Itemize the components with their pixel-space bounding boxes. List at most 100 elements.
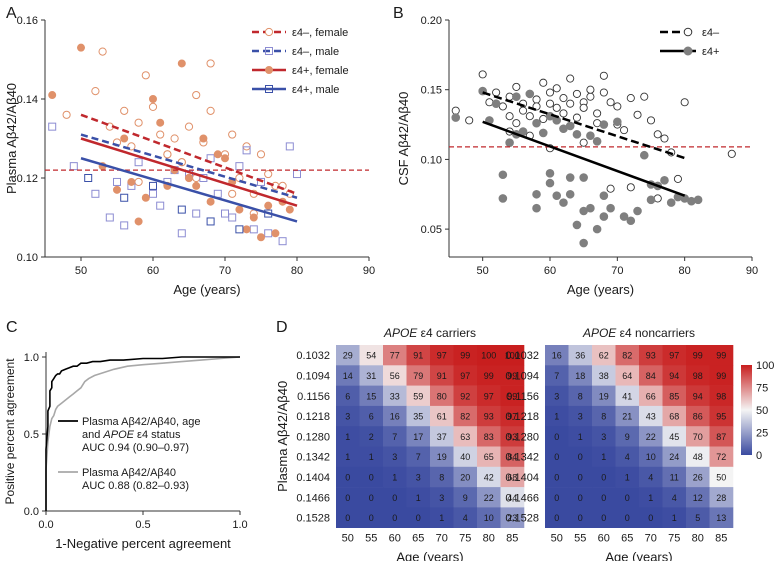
panel-d-cell-label: 33 [390,391,400,401]
panel-a-point [98,47,107,56]
panel-d-cell-label: 16 [552,351,562,361]
panel-d-cell-label: 99 [507,391,517,401]
panel-b-point [619,212,629,221]
panel-b-point [606,184,615,193]
panel-d-cell-label: 1 [369,452,374,462]
panel-d-cell-label: 5 [695,513,700,523]
panel-b-point [532,189,541,199]
panel-d-cell [336,446,360,468]
panel-d-cell-label: 99 [716,351,726,361]
panel-d-x-tick-label: 80 [483,533,495,545]
panel-b-point [640,92,649,101]
panel-d-cell-label: 0 [625,493,630,503]
panel-d-y-label: Plasma Aβ42/Aβ40 [275,381,290,492]
panel-d-cell-label: 3 [392,452,397,462]
panel-d-cell [383,365,407,386]
panel-b-point [626,216,636,226]
panel-a-point [177,229,186,238]
panel-d-cell [568,487,593,508]
panel-b-point [633,110,642,119]
panel-d-cell-label: 31 [366,371,376,381]
panel-d-cell-label: 37 [437,432,447,442]
panel-d-cell-label: 6 [369,412,374,422]
panel-d-cell-label: 17 [413,432,423,442]
panel-d-cell [592,345,616,366]
panel-d-cell [639,426,663,447]
panel-b-point [586,131,595,141]
panel-b-x-tick-label: 80 [679,265,691,277]
panel-d-cell-label: 0 [392,493,397,503]
panel-d-cell-label: 0 [601,472,606,482]
panel-d-cell [615,487,640,508]
panel-b-point [545,178,555,188]
panel-d-cell-label: 0 [369,472,374,482]
panel-d-cell-label: 4 [648,472,653,482]
panel-a-legend-label: ε4+, female [292,65,349,77]
panel-c-y-label: Positive percent agreement [3,358,17,505]
panel-a-y-tick-label: 0.16 [17,15,38,27]
panel-d-cell-label: 2 [369,432,374,442]
panel-b-x-tick-label: 50 [477,265,489,277]
panel-d-cell [639,487,663,508]
panel-d-cell [383,426,407,447]
panel-d-cell [568,426,593,447]
panel-a-point [285,142,294,151]
panel-d-cell [709,446,734,468]
panel-d-cell-label: 0 [392,513,397,523]
panel-a-point [177,205,186,214]
panel-d-cell-label: 3 [578,412,583,422]
panel-b-point [538,128,548,138]
panel-d-cell [662,446,687,468]
panel-b-point [660,134,669,143]
panel-d-cell [709,345,734,366]
panel-d-cell-label: 0 [554,513,559,523]
panel-c-legend-label: and APOE ε4 status [82,429,181,441]
panel-d-colorbar-tick: 0 [756,450,762,462]
panel-c-legend-label: AUC 0.88 (0.82–0.93) [82,480,189,492]
panel-d-cell-label: 50 [716,472,726,482]
panel-d-cell-label: 4 [672,493,677,503]
panel-d-cell [500,385,525,407]
panel-b-point [512,92,521,101]
panel-b-point [566,99,575,108]
panel-d-cell-label: 97 [460,371,470,381]
panel-d-cell [383,507,407,528]
panel-b-legend-marker [683,46,693,56]
panel-a-point [278,237,287,246]
panel-d-x-tick-label: 70 [645,533,657,545]
panel-d-x-tick-label: 85 [506,533,518,545]
panel-b-x-tick-label: 60 [544,265,556,277]
panel-a-point [206,59,215,68]
panel-d-cell-label: 70 [693,432,703,442]
panel-d-y-tick-label: 0.1404 [505,472,539,484]
panel-a-point [120,134,129,143]
panel-a-point [148,102,158,112]
panel-d-cell [336,405,360,427]
panel-b-point [505,138,514,147]
panel-d-cell [662,345,687,366]
panel-b-x-tick-label: 70 [611,265,623,277]
panel-d-y-tick-label: 0.1218 [296,411,330,423]
panel-d-cell-label: 0 [369,493,374,503]
panel-d-cell [406,446,431,468]
panel-a-point [84,174,93,182]
panel-d-cell-label: 1 [648,493,653,503]
panel-b-point [586,92,595,101]
panel-d-cell [336,426,360,447]
panel-d-cell-label: 48 [693,452,703,462]
panel-d-y-tick-label: 0.1156 [297,391,330,403]
panel-a-point [134,177,143,187]
panel-d-cell-label: 68 [507,472,517,482]
panel-d-cell [686,345,710,366]
panel-d-cell [615,345,640,366]
panel-a-y-tick-label: 0.12 [17,173,38,185]
panel-d-cell [336,365,360,386]
panel-d-cell-label: 0 [601,513,606,523]
panel-d-cell-label: 1 [416,493,421,503]
panel-a-point [192,209,201,218]
panel-a-point [249,213,258,222]
panel-a-fit-line [80,137,298,207]
panel-d-cell-label: 68 [669,412,679,422]
panel-d-cell-label: 1 [625,472,630,482]
